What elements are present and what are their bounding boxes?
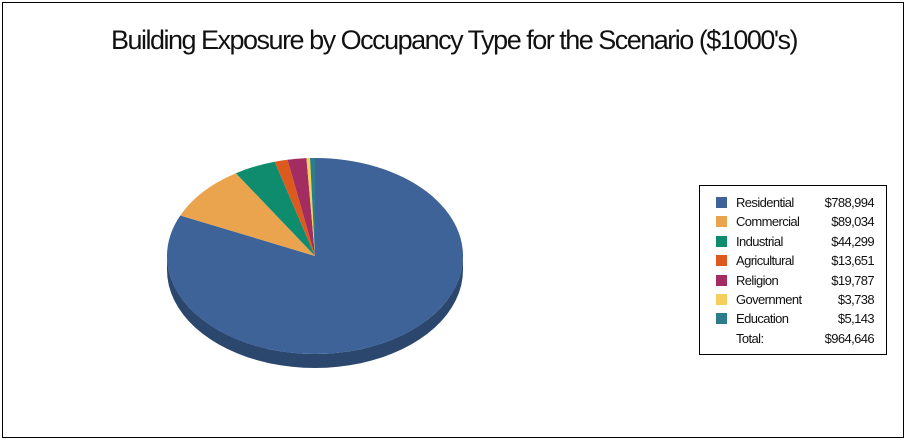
legend-value: $89,034 — [831, 214, 874, 230]
legend-swatch — [716, 197, 727, 208]
pie-slice — [310, 157, 315, 256]
legend-item: Government $3,738 — [700, 290, 886, 309]
legend-item: Commercial $89,034 — [700, 212, 886, 231]
legend-label: Government — [736, 291, 802, 307]
legend-swatch — [716, 255, 727, 267]
legend-label: Religion — [736, 272, 779, 288]
legend-label: Education — [736, 311, 789, 327]
legend-item: Religion $19,787 — [700, 271, 886, 290]
legend-total-row: Total: $964,646 — [700, 329, 886, 348]
legend-value: $19,787 — [831, 272, 874, 288]
pie-slice — [180, 173, 315, 256]
legend-item: Residential $788,994 — [700, 193, 886, 212]
legend-swatch — [716, 313, 727, 325]
legend-item: Agricultural $13,651 — [700, 251, 886, 270]
legend-item: Industrial $44,299 — [700, 232, 886, 251]
legend-value: $44,299 — [831, 233, 874, 249]
pie-slice — [287, 158, 315, 256]
legend-value: $788,994 — [824, 195, 875, 210]
legend-rows: Residential $788,994 Commercial $89,034 Indu… — [700, 193, 886, 329]
pie-slice — [274, 159, 315, 256]
legend-label: Industrial — [736, 233, 783, 249]
legend-label: Residential — [736, 195, 794, 210]
legend-value: $5,143 — [837, 311, 875, 327]
legend-swatch — [716, 235, 727, 247]
legend-total-value: $964,646 — [824, 330, 875, 346]
legend: Residential $788,994 Commercial $89,034 Indu… — [699, 185, 887, 355]
legend-value: $3,738 — [837, 291, 875, 307]
legend-label: Commercial — [736, 214, 800, 230]
pie-slice — [306, 158, 315, 256]
legend-swatch — [716, 293, 727, 305]
legend-item: Education $5,143 — [700, 309, 886, 328]
legend-label: Agricultural — [736, 253, 794, 269]
pie-slice — [235, 161, 315, 256]
legend-swatch — [716, 274, 727, 286]
pie-slice — [166, 158, 463, 355]
legend-total-label: Total: — [736, 330, 764, 346]
chart-title: Building Exposure by Occupancy Type for … — [110, 25, 799, 55]
legend-value: $13,651 — [831, 253, 874, 269]
pie-chart — [166, 157, 463, 368]
legend-swatch — [716, 216, 727, 228]
